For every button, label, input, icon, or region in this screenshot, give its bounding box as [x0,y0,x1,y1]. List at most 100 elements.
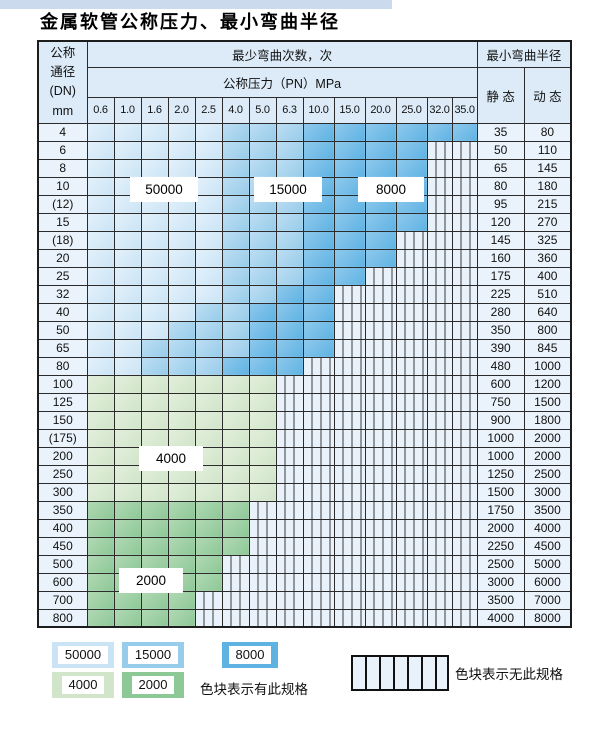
spec-cell [221,302,250,322]
dn-cell: 400 [37,518,88,538]
static-radius-cell: 2500 [476,554,525,574]
spec-cell [302,248,335,268]
spec-cell [86,356,115,376]
no-spec-cell [275,446,304,466]
spec-cell [194,518,223,538]
no-spec-cell [364,446,397,466]
table-row: 350 1750 3500 [37,500,572,520]
legend-swatch-4000: 4000 [52,672,114,698]
spec-cell [275,266,304,286]
no-spec-cell [451,410,478,430]
spec-cell [194,338,223,358]
spec-cell [395,158,428,178]
spec-cell [275,248,304,268]
spec-cell [364,158,397,178]
no-spec-cell [302,590,335,610]
spec-cell [86,194,115,214]
no-spec-cell [275,590,304,610]
spec-cell [302,212,335,232]
spec-cell [221,284,250,304]
spec-cell [113,500,142,520]
spec-cell [221,122,250,142]
spec-cell [167,374,196,394]
spec-cell [113,212,142,232]
spec-cell [333,194,366,214]
spec-cell [113,356,142,376]
table-row: 25 175 400 [37,266,572,286]
no-spec-cell [302,392,335,412]
no-spec-cell [302,356,335,376]
static-radius-cell: 65 [476,158,525,178]
spec-cell [221,212,250,232]
pressure-header-cell: 1.6 [140,96,169,124]
no-spec-cell [426,158,453,178]
dn-cell: (175) [37,428,88,448]
spec-cell [140,230,169,250]
spec-cell [426,122,453,142]
spec-cell [86,176,115,196]
spec-cell [167,140,196,160]
spec-cell [113,302,142,322]
spec-cell [140,536,169,556]
static-radius-cell: 4000 [476,608,525,628]
no-spec-cell [275,536,304,556]
spec-cell [275,320,304,340]
no-spec-cell [302,572,335,592]
table-row: 100 600 1200 [37,374,572,394]
spec-cell [86,428,115,448]
table-row: 250 1250 2500 [37,464,572,484]
no-spec-cell [451,554,478,574]
spec-cell [248,374,277,394]
spec-cell [113,266,142,286]
no-spec-cell [451,608,478,628]
no-spec-cell [426,212,453,232]
spec-cell [395,122,428,142]
spec-cell [167,536,196,556]
spec-cell [167,212,196,232]
spec-cell [86,158,115,178]
spec-cell [140,482,169,502]
no-spec-cell [451,518,478,538]
no-spec-cell [426,500,453,520]
no-spec-cell [275,410,304,430]
no-spec-cell [364,428,397,448]
no-spec-cell [333,590,366,610]
static-radius-cell: 175 [476,266,525,286]
dynamic-radius-cell: 1200 [523,374,572,394]
spec-cell [248,464,277,484]
spec-cell [221,338,250,358]
table-row: 32 225 510 [37,284,572,304]
spec-cell [167,428,196,448]
spec-cell [113,392,142,412]
legend-swatch-value: 2000 [131,676,175,694]
dynamic-radius-cell: 510 [523,284,572,304]
no-spec-cell [333,572,366,592]
page-title: 金属软管公称压力、最小弯曲半径 [40,12,340,33]
static-radius-cell: 2000 [476,518,525,538]
no-spec-cell [333,536,366,556]
table-row: 65 390 845 [37,338,572,358]
spec-cell [275,284,304,304]
no-spec-cell [333,482,366,502]
table-row: 450 2250 4500 [37,536,572,556]
legend-swatch-value: 50000 [57,646,109,664]
no-spec-cell [364,518,397,538]
static-radius-cell: 145 [476,230,525,250]
spec-cell [86,500,115,520]
no-spec-cell [364,572,397,592]
no-spec-cell [395,338,428,358]
spec-cell [86,446,115,466]
no-spec-cell [333,554,366,574]
dn-header-cell: 公称 通径 (DN) mm [37,40,88,124]
zone-label-8000: 8000 [358,177,424,202]
spec-cell [194,572,223,592]
static-radius-cell: 3500 [476,590,525,610]
no-spec-cell [426,608,453,628]
static-radius-cell: 80 [476,176,525,196]
no-spec-cell [451,464,478,484]
spec-cell [275,158,304,178]
spec-cell [194,374,223,394]
no-spec-cell [333,302,366,322]
table-row: 300 1500 3000 [37,482,572,502]
dynamic-radius-cell: 845 [523,338,572,358]
